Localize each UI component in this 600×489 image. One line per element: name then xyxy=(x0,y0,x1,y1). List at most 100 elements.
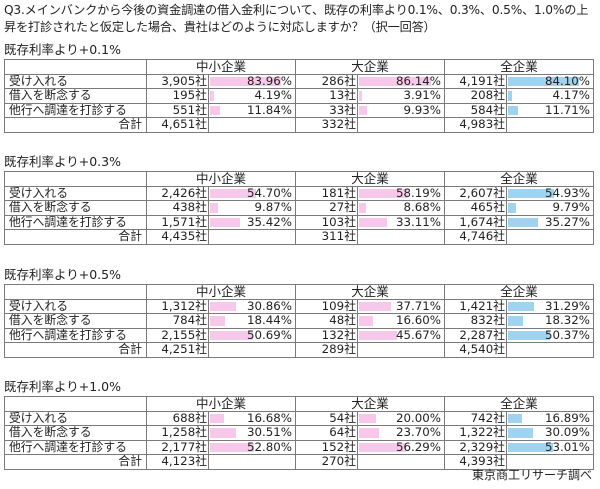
percentage-bar xyxy=(210,330,253,340)
percentage-bar xyxy=(359,301,391,311)
company-count: 2,155社 xyxy=(146,327,209,343)
percentage-value: 4.17% xyxy=(552,88,590,103)
total-count: 4,746社 xyxy=(444,229,507,245)
group-header: 全企業 xyxy=(444,171,594,187)
company-count: 13社 xyxy=(295,88,358,104)
percentage-cell: 37.71% xyxy=(357,298,445,314)
row-label: 受け入れる xyxy=(4,410,147,426)
percentage-value: 54.70% xyxy=(247,186,292,200)
percentage-cell: 35.27% xyxy=(506,214,594,230)
percentage-bar xyxy=(359,442,407,452)
percentage-cell: 3.91% xyxy=(357,88,445,104)
percentage-bar xyxy=(359,105,368,115)
percentage-value: 53.01% xyxy=(545,440,590,454)
block-title: 既存利率より+0.3% xyxy=(4,154,121,169)
percentage-value: 4.19% xyxy=(254,88,292,103)
percentage-value: 50.37% xyxy=(545,328,590,342)
percentage-cell: 31.29% xyxy=(506,298,594,314)
percentage-value: 31.29% xyxy=(545,299,590,313)
table-header-row: 中小企業 大企業 全企業 xyxy=(4,396,594,412)
total-count: 4,123社 xyxy=(146,454,209,470)
total-blank-cell xyxy=(208,342,296,358)
group-header: 全企業 xyxy=(444,284,594,300)
table-row: 借入を断念する 195社 4.19% 13社 3.91% 208社 4.17% xyxy=(4,88,594,104)
header-blank-cell xyxy=(4,396,147,412)
percentage-bar xyxy=(508,217,538,227)
percentage-value: 45.67% xyxy=(396,328,441,342)
percentage-bar xyxy=(508,91,512,101)
percentage-cell: 30.51% xyxy=(208,425,296,441)
company-count: 109社 xyxy=(295,298,358,314)
percentage-bar xyxy=(508,442,553,452)
company-count: 2,287社 xyxy=(444,327,507,343)
percentage-cell: 54.93% xyxy=(506,185,594,201)
table-header-row: 中小企業 大企業 全企業 xyxy=(4,59,594,75)
company-count: 33社 xyxy=(295,102,358,118)
total-count: 4,651社 xyxy=(146,117,209,133)
percentage-value: 30.51% xyxy=(247,425,292,440)
company-count: 832社 xyxy=(444,313,507,329)
percentage-value: 8.68% xyxy=(403,200,441,215)
table-row: 受け入れる 688社 16.68% 54社 20.00% 742社 16.89% xyxy=(4,410,594,426)
company-count: 1,258社 xyxy=(146,425,209,441)
percentage-cell: 16.68% xyxy=(208,410,296,426)
percentage-value: 3.91% xyxy=(403,88,441,103)
company-count: 688社 xyxy=(146,410,209,426)
percentage-bar xyxy=(359,316,373,326)
company-count: 1,571社 xyxy=(146,214,209,230)
percentage-cell: 8.68% xyxy=(357,200,445,216)
block-title: 既存利率より+1.0% xyxy=(4,379,121,394)
percentage-bar xyxy=(210,91,214,101)
percentage-bar xyxy=(508,76,579,86)
percentage-bar xyxy=(508,203,517,213)
row-label: 受け入れる xyxy=(4,73,147,89)
percentage-value: 9.87% xyxy=(254,200,292,215)
company-count: 742社 xyxy=(444,410,507,426)
percentage-cell: 50.69% xyxy=(208,327,296,343)
percentage-cell: 4.17% xyxy=(506,88,594,104)
percentage-cell: 54.70% xyxy=(208,185,296,201)
percentage-bar xyxy=(210,105,220,115)
percentage-cell: 11.84% xyxy=(208,102,296,118)
percentage-value: 18.32% xyxy=(545,313,590,328)
percentage-cell: 9.87% xyxy=(208,200,296,216)
total-label: 合計 xyxy=(4,454,147,470)
percentage-bar xyxy=(210,301,236,311)
percentage-bar xyxy=(359,413,376,423)
company-count: 208社 xyxy=(444,88,507,104)
response-table: 中小企業 大企業 全企業 受け入れる 3,905社 83.96% 286社 86.14% 4,1… xyxy=(4,59,594,133)
total-count: 4,393社 xyxy=(444,454,507,470)
percentage-bar xyxy=(508,428,534,438)
total-blank-cell xyxy=(208,117,296,133)
percentage-cell: 30.86% xyxy=(208,298,296,314)
percentage-cell: 50.37% xyxy=(506,327,594,343)
company-count: 2,329社 xyxy=(444,439,507,455)
row-label: 他行へ調達を打診する xyxy=(4,214,147,230)
total-count: 4,435社 xyxy=(146,229,209,245)
total-count: 4,983社 xyxy=(444,117,507,133)
company-count: 2,426社 xyxy=(146,185,209,201)
percentage-value: 33.11% xyxy=(396,215,441,229)
group-header: 大企業 xyxy=(295,396,445,412)
header-blank-cell xyxy=(4,59,147,75)
percentage-cell: 18.32% xyxy=(506,313,594,329)
percentage-bar xyxy=(210,428,236,438)
table-row: 受け入れる 2,426社 54.70% 181社 58.19% 2,607社 54.93% xyxy=(4,185,594,201)
table-row: 他行へ調達を打診する 2,155社 50.69% 132社 45.67% 2,287社 50… xyxy=(4,327,594,343)
company-count: 1,312社 xyxy=(146,298,209,314)
percentage-bar xyxy=(210,203,219,213)
company-count: 465社 xyxy=(444,200,507,216)
percentage-bar xyxy=(359,428,379,438)
group-header: 大企業 xyxy=(295,171,445,187)
company-count: 4,191社 xyxy=(444,73,507,89)
percentage-value: 16.60% xyxy=(396,313,441,328)
percentage-bar xyxy=(210,413,224,423)
percentage-bar xyxy=(508,330,551,340)
percentage-cell: 9.93% xyxy=(357,102,445,118)
percentage-bar xyxy=(359,76,432,86)
group-header: 大企業 xyxy=(295,284,445,300)
row-label: 他行へ調達を打診する xyxy=(4,439,147,455)
percentage-cell: 56.29% xyxy=(357,439,445,455)
company-count: 103社 xyxy=(295,214,358,230)
response-table: 中小企業 大企業 全企業 受け入れる 1,312社 30.86% 109社 37.71% 1,4… xyxy=(4,284,594,358)
